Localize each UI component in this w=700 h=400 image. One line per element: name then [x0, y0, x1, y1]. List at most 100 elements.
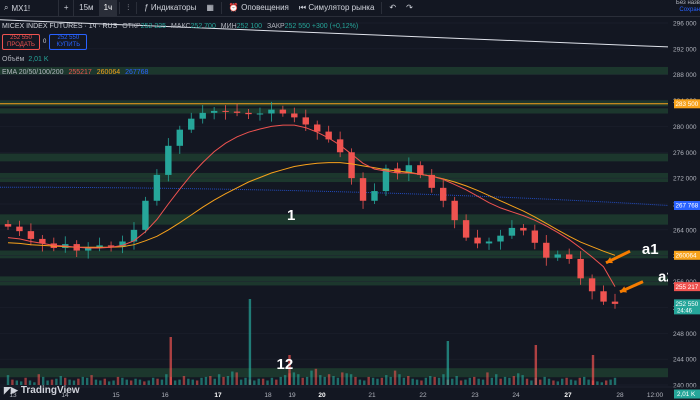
time-tick-label: 15: [112, 392, 120, 399]
symbol-search[interactable]: ⌕ MX1!: [0, 0, 36, 16]
price-label-ema100: [674, 200, 700, 210]
chart-legend: MICEX INDEX FUTURES · 1ч · RUS ОТКР252 2…: [2, 22, 358, 31]
volume-bar: [239, 379, 243, 385]
time-tick-label: 22: [419, 392, 427, 399]
volume-bar: [442, 374, 445, 385]
price-tick-label: 288 000: [673, 72, 697, 79]
interval-15m[interactable]: 15м: [79, 3, 94, 12]
toolbar-divider: [119, 2, 121, 14]
ohlc-change: +300 (+0,12%): [311, 23, 359, 30]
layout-icon: ▦: [206, 3, 214, 12]
alert-icon: ⏰: [228, 3, 242, 12]
annotation-label-a1: a1: [642, 241, 659, 258]
volume-bar: [393, 370, 397, 385]
volume-bar: [499, 378, 502, 385]
save-link[interactable]: Сохран: [679, 7, 700, 13]
volume-bar: [451, 378, 454, 385]
volume-bar: [292, 372, 296, 385]
volume-bar: [85, 377, 89, 385]
volume-legend[interactable]: Объём 2,01 K: [2, 56, 49, 63]
volume-label: Объём: [2, 56, 25, 63]
candle-body: [314, 124, 321, 132]
volume-bar: [596, 381, 599, 385]
price-label-text: 267 768: [676, 203, 699, 210]
volume-bar: [147, 380, 150, 385]
volume-bar: [94, 379, 98, 385]
volume-bar: [19, 381, 23, 385]
alerts-button[interactable]: ⏰ Оповещения: [224, 0, 294, 16]
volume-bar: [561, 378, 564, 385]
volume-axis-text: 2,01 K: [677, 391, 696, 398]
volume-bar: [99, 380, 102, 385]
volume-bar: [191, 379, 194, 385]
candle-body: [462, 220, 470, 238]
redo-button[interactable]: ↷: [401, 0, 418, 16]
volume-bar: [301, 377, 304, 385]
price-label-text: 283 500: [676, 101, 699, 108]
time-tick-label: 14: [61, 392, 69, 399]
ohlc-close-key: ЗАКР: [266, 23, 285, 30]
volume-bar: [134, 378, 137, 385]
volume-bar: [248, 299, 252, 385]
ohlc-high-key: МАКС: [170, 23, 191, 30]
arrow-a2-head: [620, 286, 627, 293]
ohlc-low-value: 252 100: [236, 23, 263, 30]
volume-bar: [129, 380, 133, 385]
candle-body: [382, 168, 390, 192]
time-tick-label: 19: [288, 392, 296, 399]
compare-button[interactable]: +: [58, 0, 75, 16]
chart-type-button[interactable]: ⫶: [122, 0, 134, 16]
candle-body: [222, 110, 229, 112]
candle-body: [600, 291, 607, 302]
volume-axis-label: [674, 389, 700, 399]
candle-body: [84, 247, 92, 251]
ohlc-close-value: 252 550: [284, 23, 310, 30]
candle-body: [405, 165, 413, 173]
volume-bar: [591, 355, 595, 385]
volume-bar: [200, 377, 203, 385]
candle-body: [508, 227, 516, 236]
volume-bar: [275, 379, 278, 385]
indicators-button[interactable]: ƒ Индикаторы: [139, 0, 201, 16]
layout-name[interactable]: Без назв Сохран: [670, 0, 700, 14]
volume-bar: [539, 379, 542, 385]
volume-bar: [283, 375, 287, 385]
volume-bar: [121, 377, 124, 385]
time-tick-label: 28: [616, 392, 624, 399]
volume-bar: [556, 381, 560, 385]
volume-bar: [235, 372, 238, 385]
volume-bar: [266, 380, 269, 385]
volume-bar: [525, 378, 529, 385]
candle-body: [520, 227, 527, 231]
volume-bar: [587, 379, 590, 385]
volume-bar: [270, 377, 274, 385]
volume-bar: [336, 377, 340, 385]
sell-button[interactable]: 252 550 ПРОДАТЬ: [2, 34, 40, 50]
buy-button[interactable]: 252 550 КУПИТЬ: [49, 34, 88, 50]
time-tick-label: 27: [564, 392, 572, 399]
volume-bar: [376, 378, 379, 385]
layout-button[interactable]: ▦: [201, 0, 219, 16]
volume-bar: [420, 380, 423, 385]
volume-bar: [55, 378, 58, 385]
volume-bar: [138, 379, 142, 385]
legend-title: MICEX INDEX FUTURES · 1ч · RUS: [2, 23, 118, 30]
undo-button[interactable]: ↶: [384, 0, 401, 16]
ema20-value: 255217: [68, 69, 92, 76]
volume-bar: [543, 376, 546, 385]
layout-title: Без назв: [675, 0, 700, 6]
volume-bar: [455, 376, 458, 385]
interval-1h[interactable]: 1ч: [98, 0, 118, 16]
candle-body: [130, 229, 138, 242]
volume-bar: [195, 380, 199, 385]
volume-bar: [464, 379, 467, 385]
replay-button[interactable]: ⏮ Симулятор рынка: [294, 0, 380, 16]
volume-bar: [517, 373, 520, 385]
ema-legend[interactable]: EMA 20/50/100/200 255217 260064 267768: [2, 69, 148, 76]
chart-background: [0, 17, 700, 400]
candle-body: [428, 174, 435, 188]
volume-bar: [569, 379, 573, 385]
candle-body: [199, 112, 206, 119]
volume-bar: [222, 376, 225, 385]
